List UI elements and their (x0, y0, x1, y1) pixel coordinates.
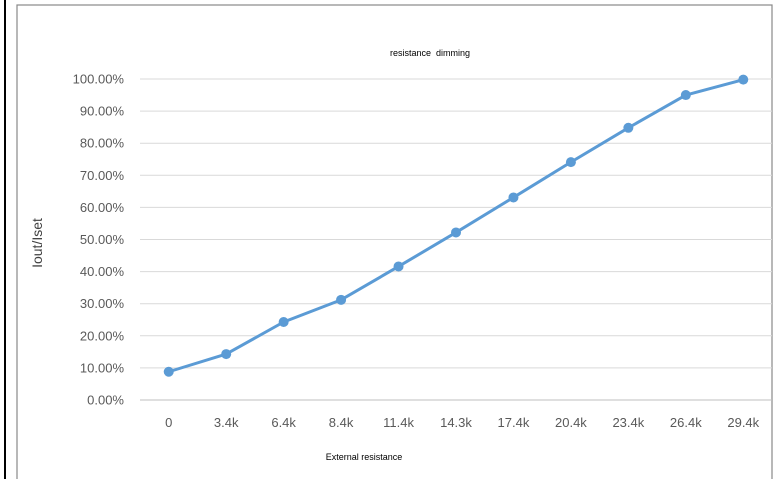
chart-border (16, 4, 773, 484)
y-tick-labels: 0.00% 10.00% 20.00% 30.00% 40.00% 50.00% 60.00… (73, 72, 125, 408)
x-tick-label: 11.4k (383, 415, 414, 430)
data-point (623, 122, 634, 133)
data-point (565, 157, 576, 168)
chart-title: resistance dimming (390, 48, 470, 58)
x-tick-label: 29.4k (727, 415, 759, 430)
y-tick-label: 40.00% (80, 264, 125, 279)
data-point (508, 192, 519, 203)
data-point (278, 316, 289, 327)
series-layer (163, 74, 749, 377)
x-tick-labels: 0 3.4k 6.4k 8.4k 11.4k 14.3k 17.4k 20.4k 23.4k 26… (165, 415, 760, 430)
x-tick-label: 8.4k (329, 415, 354, 430)
data-point (393, 261, 404, 272)
x-tick-label: 3.4k (214, 415, 239, 430)
y-tick-label: 0.00% (87, 393, 124, 408)
y-tick-label: 100.00% (73, 72, 125, 87)
x-tick-label: 6.4k (271, 415, 296, 430)
y-axis-label: Iout/Iset (29, 218, 45, 268)
data-point (451, 227, 461, 238)
x-tick-label: 23.4k (612, 415, 644, 430)
y-tick-label: 90.00% (80, 104, 125, 119)
data-point (163, 366, 174, 377)
data-point (738, 74, 749, 85)
data-point (336, 294, 347, 305)
x-tick-label: 26.4k (670, 415, 702, 430)
x-axis-label: External resistance (326, 452, 403, 462)
y-tick-label: 10.00% (80, 360, 125, 375)
x-tick-label: 14.3k (440, 415, 472, 430)
y-tick-label: 50.00% (80, 232, 125, 247)
y-tick-label: 20.00% (80, 328, 125, 343)
data-point (221, 349, 232, 360)
data-point (680, 90, 691, 101)
y-tick-label: 80.00% (80, 136, 125, 151)
x-tick-label: 0 (165, 415, 172, 430)
grid-layer (140, 78, 772, 401)
x-tick-label: 17.4k (498, 415, 530, 430)
y-tick-label: 30.00% (80, 296, 125, 311)
y-tick-label: 70.00% (80, 168, 125, 183)
y-tick-label: 60.00% (80, 200, 125, 215)
x-tick-label: 20.4k (555, 415, 587, 430)
